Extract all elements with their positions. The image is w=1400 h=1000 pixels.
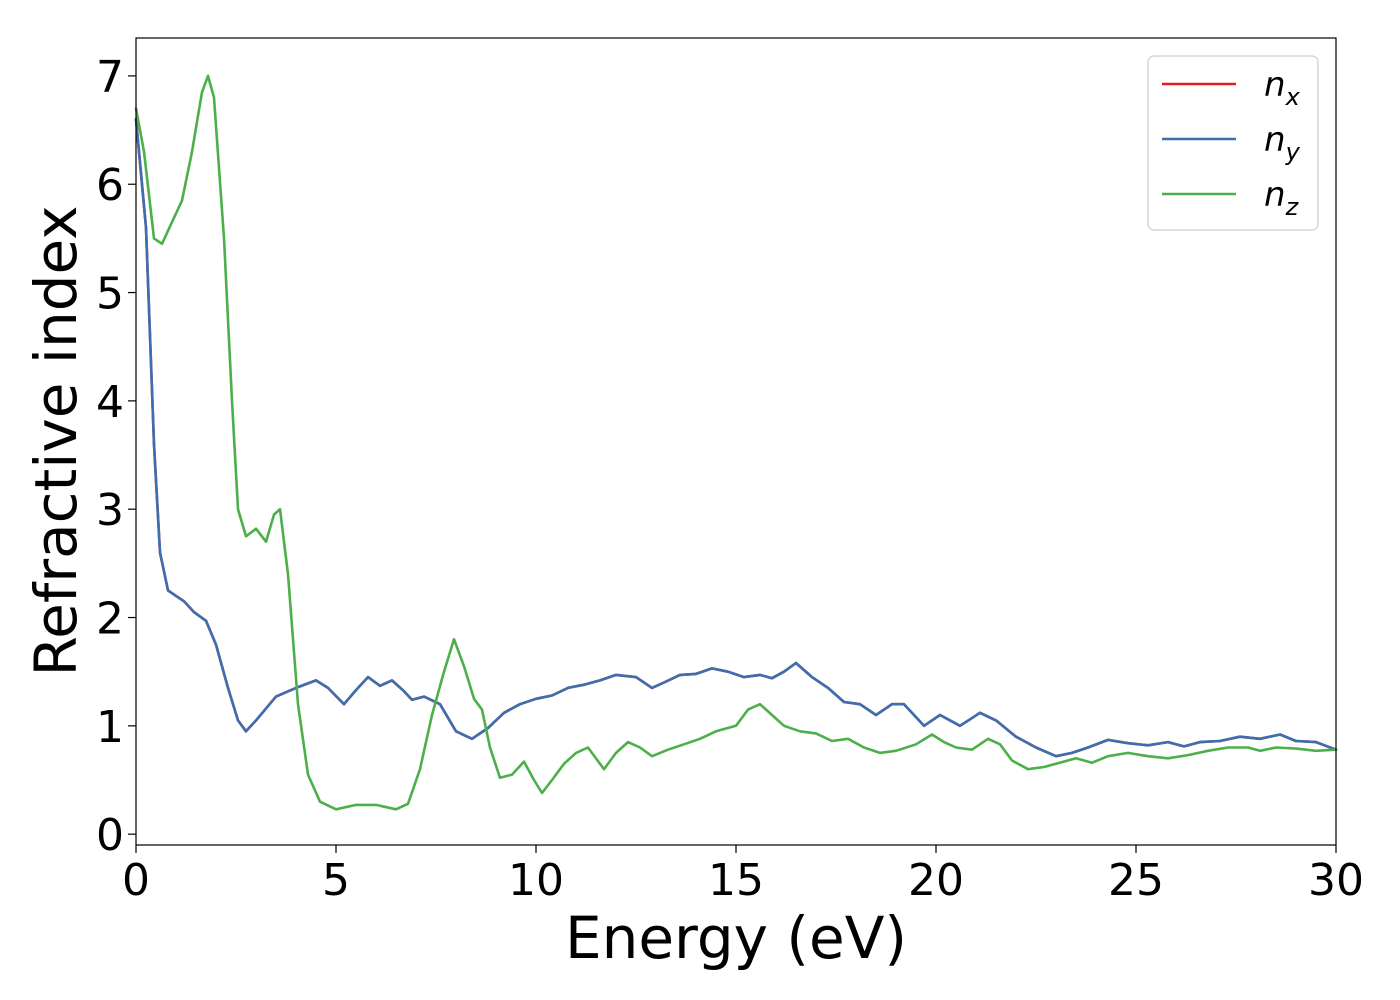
legend-box xyxy=(1147,55,1319,231)
series-line-ny xyxy=(134,117,1338,758)
x-axis-ticks: 0 5 10 15 20 25 30 xyxy=(122,845,1364,906)
y-tick-label: 2 xyxy=(96,594,124,645)
y-tick-label: 5 xyxy=(96,269,124,320)
legend: nx ny nz xyxy=(1147,55,1319,231)
series-layer xyxy=(134,74,1338,811)
y-tick-label: 3 xyxy=(96,485,124,536)
x-axis-title: Energy (eV) xyxy=(565,904,907,972)
y-axis-ticks: 0 1 2 3 4 5 6 7 xyxy=(96,52,136,861)
y-tick-label: 7 xyxy=(96,52,124,103)
x-tick-label: 25 xyxy=(1108,855,1164,906)
y-tick-label: 4 xyxy=(96,377,124,428)
series-line-nz xyxy=(134,74,1338,811)
y-axis-title: Refractive index xyxy=(22,205,90,676)
legend-label-nx: nx xyxy=(1264,65,1301,111)
x-tick-label: 5 xyxy=(322,855,350,906)
x-tick-label: 15 xyxy=(708,855,764,906)
x-tick-label: 10 xyxy=(508,855,564,906)
legend-label-nz: nz xyxy=(1264,175,1300,221)
x-tick-label: 30 xyxy=(1308,855,1364,906)
y-tick-label: 0 xyxy=(96,810,124,861)
legend-label-ny: ny xyxy=(1264,120,1301,166)
y-tick-label: 6 xyxy=(96,160,124,211)
y-tick-label: 1 xyxy=(96,702,124,753)
x-tick-label: 20 xyxy=(908,855,964,906)
x-tick-label: 0 xyxy=(122,855,150,906)
